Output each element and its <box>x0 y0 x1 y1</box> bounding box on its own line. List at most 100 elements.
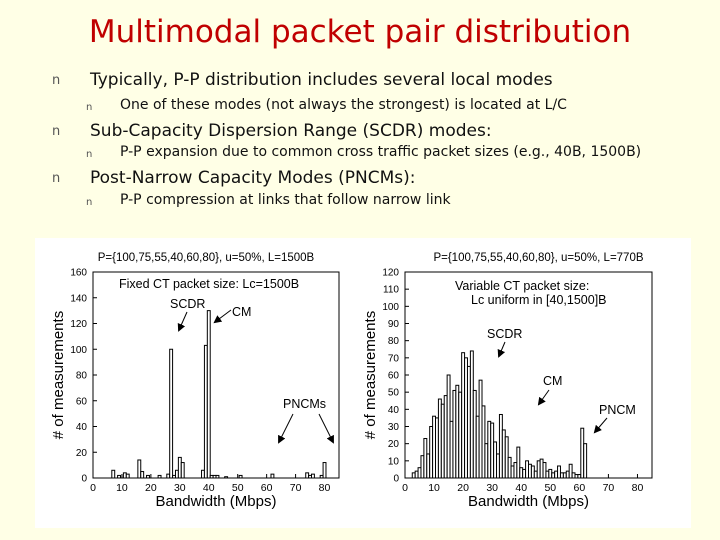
annotation-arrow <box>318 413 334 444</box>
y-tick-label: 120 <box>70 319 87 330</box>
annotation-text: Fixed CT packet size: Lc=1500B <box>119 277 299 291</box>
annotation-arrow <box>593 417 608 434</box>
x-tick-label: 0 <box>402 482 408 494</box>
x-tick-label: 30 <box>486 482 498 494</box>
y-tick-label: 60 <box>76 396 88 407</box>
y-tick-label: 50 <box>388 388 400 399</box>
x-tick-label: 10 <box>116 482 128 494</box>
y-tick-label: 10 <box>388 456 400 467</box>
y-tick-label: 30 <box>388 422 400 433</box>
x-tick-label: 60 <box>574 482 586 494</box>
histogram-bar <box>137 459 142 479</box>
histogram-bar <box>125 473 130 479</box>
y-tick-label: 140 <box>70 293 87 304</box>
annotation-scdr: SCDR <box>170 297 205 311</box>
sub-bullet-marker: n <box>86 197 93 208</box>
bullet-3-text: Post-Narrow Capacity Modes (PNCMs): <box>90 168 416 188</box>
chart-title: P={100,75,55,40,60,80}, u=50%, L=770B <box>433 252 643 264</box>
histogram-bar <box>206 310 211 479</box>
annotation-arrow <box>177 311 188 332</box>
histogram-bar <box>146 474 150 479</box>
bullet-marker: n <box>52 171 61 186</box>
histogram-bar <box>542 462 547 479</box>
y-tick-label: 120 <box>382 268 399 279</box>
annotation-arrow <box>213 309 232 324</box>
x-tick-label: 10 <box>428 482 440 494</box>
bullet-marker: n <box>52 73 61 88</box>
annotation-pncm: PNCM <box>599 403 636 417</box>
y-axis-label: # of measurements <box>50 311 67 439</box>
y-tick-label: 40 <box>76 422 88 433</box>
x-tick-label: 50 <box>232 482 244 494</box>
x-tick-label: 40 <box>203 482 215 494</box>
histogram-bar <box>180 462 185 479</box>
histogram-bar <box>224 476 229 479</box>
y-tick-label: 160 <box>70 268 87 279</box>
chart-title: P={100,75,55,40,60,80}, u=50%, L=1500B <box>98 252 315 264</box>
annotation-text: Variable CT packet size: <box>455 279 589 293</box>
histogram-bar <box>111 469 116 479</box>
x-tick-label: 50 <box>544 482 556 494</box>
histogram-bar <box>322 462 327 479</box>
sub-bullet-marker: n <box>86 149 93 160</box>
y-tick-label: 20 <box>388 439 400 450</box>
histogram-bar <box>157 474 162 479</box>
y-tick-label: 0 <box>81 474 87 485</box>
y-tick-label: 40 <box>388 405 400 416</box>
y-tick-label: 90 <box>388 319 400 330</box>
histogram-bar <box>583 443 588 479</box>
histogram-svg: P={100,75,55,40,60,80}, u=50%, L=1500B 0 2… <box>50 252 653 510</box>
bullet-marker: n <box>52 124 61 139</box>
annotation-cm: CM <box>232 305 251 319</box>
histogram-bar <box>516 446 521 479</box>
annotation-text: Lc uniform in [40,1500]B <box>471 293 607 307</box>
histogram-bar <box>169 348 174 479</box>
x-tick-label: 60 <box>261 482 273 494</box>
y-axis-label: # of measurements <box>362 311 379 439</box>
histogram-bar <box>215 474 220 479</box>
bullet-1-text: Typically, P-P distribution includes sev… <box>90 70 553 90</box>
annotation-arrow <box>497 341 506 358</box>
annotation-arrow <box>537 389 550 406</box>
bullet-2-sub: P-P expansion due to common cross traffi… <box>120 144 642 160</box>
x-tick-label: 20 <box>145 482 157 494</box>
x-tick-label: 80 <box>632 482 644 494</box>
y-tick-label: 100 <box>70 345 87 356</box>
histogram-bar <box>557 465 561 479</box>
x-tick-label: 70 <box>290 482 302 494</box>
x-tick-label: 80 <box>319 482 331 494</box>
annotation-scdr: SCDR <box>487 327 522 341</box>
histogram-bar <box>117 474 121 479</box>
y-tick-label: 80 <box>76 371 88 382</box>
annotation-arrow <box>278 413 294 444</box>
x-tick-label: 70 <box>603 482 615 494</box>
x-tick-label: 20 <box>457 482 469 494</box>
y-tick-label: 100 <box>382 302 399 313</box>
plot-frame <box>92 271 340 479</box>
y-tick-label: 80 <box>388 336 400 347</box>
annotation-pncms: PNCMs <box>283 397 326 411</box>
histogram-bar <box>311 473 315 479</box>
x-axis-label: Bandwidth (Mbps) <box>468 493 589 510</box>
x-tick-label: 0 <box>90 482 96 494</box>
histogram-bar <box>140 471 145 479</box>
bullet-1-sub: One of these modes (not always the stron… <box>120 97 567 113</box>
histogram-bar <box>270 473 275 479</box>
annotation-cm: CM <box>543 374 562 388</box>
y-tick-label: 60 <box>388 371 400 382</box>
x-tick-label: 30 <box>174 482 186 494</box>
bullet-3-sub: P-P compression at links that follow nar… <box>120 192 451 208</box>
y-tick-label: 110 <box>383 285 399 296</box>
histogram-bar <box>568 463 573 479</box>
histogram-figure: P={100,75,55,40,60,80}, u=50%, L=1500B 0 2… <box>35 238 691 528</box>
y-tick-label: 70 <box>388 353 400 364</box>
histogram-bar <box>238 474 243 479</box>
bullet-2-text: Sub-Capacity Dispersion Range (SCDR) mod… <box>90 121 492 141</box>
x-axis-label: Bandwidth (Mbps) <box>156 493 277 510</box>
x-tick-label: 40 <box>515 482 527 494</box>
sub-bullet-marker: n <box>86 102 93 113</box>
y-tick-label: 0 <box>393 474 399 485</box>
y-tick-label: 20 <box>76 448 88 459</box>
histogram-bar <box>481 405 486 479</box>
slide-title: Multimodal packet pair distribution <box>88 14 632 50</box>
